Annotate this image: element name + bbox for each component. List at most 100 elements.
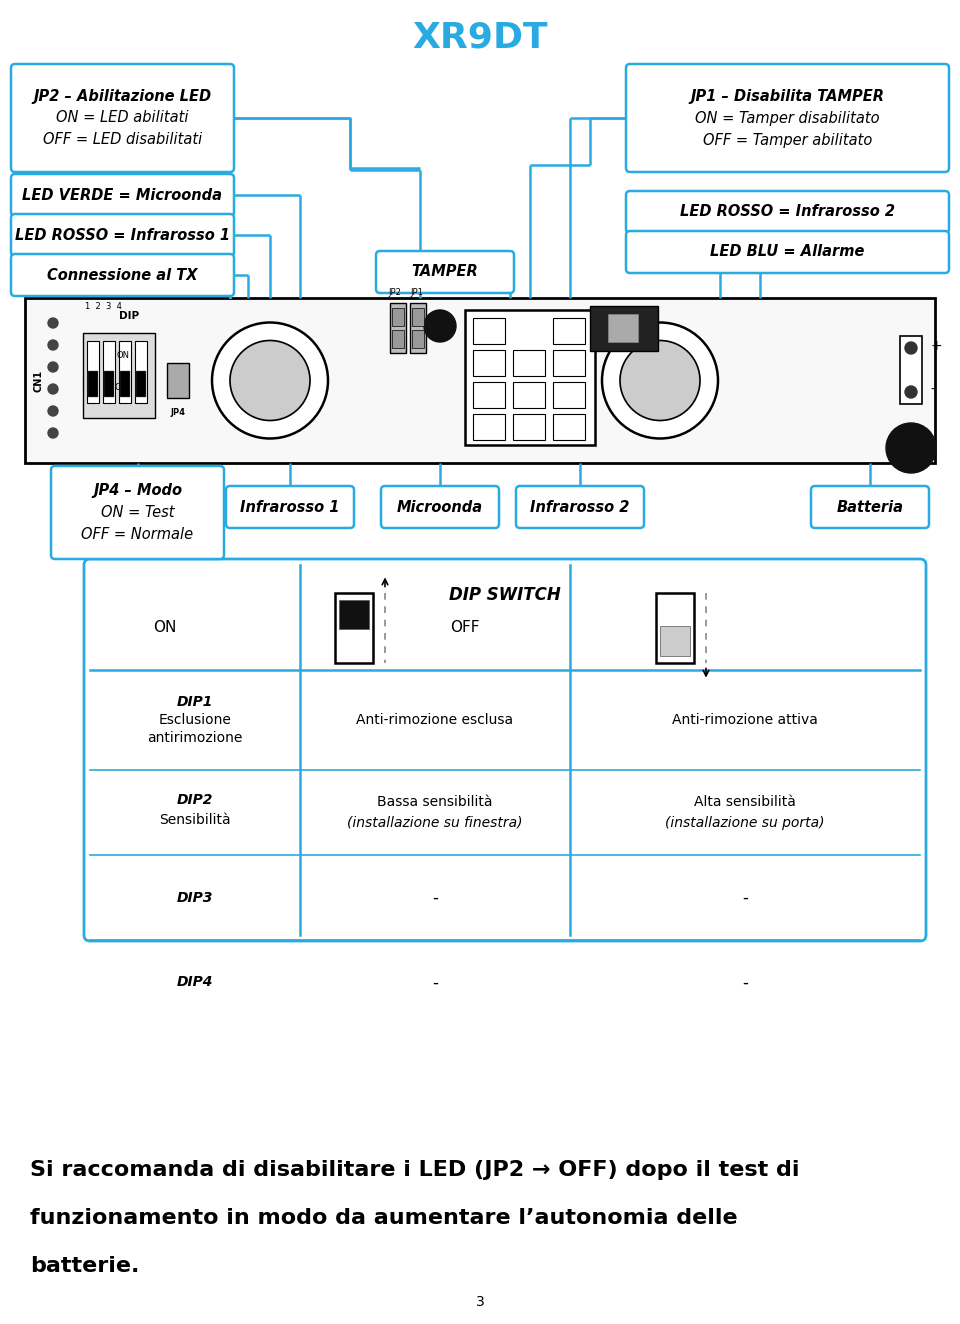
FancyBboxPatch shape [811, 486, 929, 528]
Circle shape [905, 387, 917, 399]
Text: LED ROSSO = Infrarosso 2: LED ROSSO = Infrarosso 2 [680, 204, 895, 220]
Text: -: - [930, 383, 935, 397]
Text: DIP3: DIP3 [177, 891, 213, 904]
FancyBboxPatch shape [513, 414, 545, 440]
Text: Esclusione: Esclusione [158, 714, 231, 727]
Text: +: + [930, 339, 942, 354]
FancyBboxPatch shape [412, 330, 424, 348]
Circle shape [48, 318, 58, 328]
FancyBboxPatch shape [412, 308, 424, 326]
FancyBboxPatch shape [87, 342, 99, 402]
FancyBboxPatch shape [25, 298, 935, 463]
FancyBboxPatch shape [381, 486, 499, 528]
Text: -: - [432, 973, 438, 992]
Text: CN1: CN1 [34, 369, 44, 392]
FancyBboxPatch shape [473, 350, 505, 376]
FancyBboxPatch shape [104, 371, 114, 397]
FancyBboxPatch shape [660, 626, 690, 655]
FancyBboxPatch shape [226, 486, 354, 528]
Text: (installazione su finestra): (installazione su finestra) [348, 816, 523, 830]
Text: LED VERDE = Microonda: LED VERDE = Microonda [22, 188, 223, 203]
Circle shape [230, 340, 310, 421]
FancyBboxPatch shape [553, 318, 585, 344]
FancyBboxPatch shape [136, 371, 146, 397]
Text: OFF: OFF [115, 384, 132, 392]
Text: JP1: JP1 [410, 289, 422, 297]
FancyBboxPatch shape [473, 383, 505, 408]
FancyBboxPatch shape [11, 173, 234, 216]
Circle shape [48, 428, 58, 438]
Text: DIP1: DIP1 [177, 695, 213, 708]
Circle shape [48, 384, 58, 395]
Text: LED BLU = Allarme: LED BLU = Allarme [710, 245, 865, 260]
Text: funzionamento in modo da aumentare l’autonomia delle: funzionamento in modo da aumentare l’aut… [30, 1207, 737, 1227]
Text: Connessione al TX: Connessione al TX [47, 267, 198, 282]
FancyBboxPatch shape [392, 308, 404, 326]
Text: DIP2: DIP2 [177, 793, 213, 808]
FancyBboxPatch shape [167, 363, 189, 399]
FancyBboxPatch shape [83, 334, 155, 418]
FancyBboxPatch shape [626, 64, 949, 172]
Text: -: - [742, 973, 748, 992]
Text: XR9DT: XR9DT [412, 21, 548, 56]
Text: JP4 – Modo: JP4 – Modo [93, 483, 182, 498]
Text: Anti-rimozione attiva: Anti-rimozione attiva [672, 714, 818, 727]
FancyBboxPatch shape [473, 318, 505, 344]
Text: DIP4: DIP4 [177, 976, 213, 989]
Text: Microonda: Microonda [396, 499, 483, 515]
Text: ON = Tamper disabilitato: ON = Tamper disabilitato [695, 110, 879, 126]
FancyBboxPatch shape [335, 593, 373, 662]
FancyBboxPatch shape [626, 230, 949, 273]
Text: OFF = Normale: OFF = Normale [82, 527, 194, 542]
FancyBboxPatch shape [516, 486, 644, 528]
Text: Anti-rimozione esclusa: Anti-rimozione esclusa [356, 714, 514, 727]
Text: batterie.: batterie. [30, 1256, 139, 1276]
FancyBboxPatch shape [900, 336, 922, 404]
Text: JP4: JP4 [171, 408, 185, 417]
FancyBboxPatch shape [119, 342, 131, 402]
Text: JP1 – Disabilita TAMPER: JP1 – Disabilita TAMPER [690, 89, 884, 103]
FancyBboxPatch shape [376, 252, 514, 293]
FancyBboxPatch shape [11, 214, 234, 256]
Circle shape [48, 340, 58, 350]
Text: TAMPER: TAMPER [412, 265, 478, 279]
Circle shape [424, 310, 456, 342]
Text: OFF: OFF [450, 620, 480, 636]
Text: (installazione su porta): (installazione su porta) [665, 816, 825, 830]
Text: Alta sensibilità: Alta sensibilità [694, 796, 796, 809]
Text: JP2 – Abilitazione LED: JP2 – Abilitazione LED [34, 89, 211, 103]
Text: antirimozione: antirimozione [147, 731, 243, 745]
Text: ON: ON [116, 351, 130, 360]
Text: -: - [742, 888, 748, 907]
Circle shape [886, 422, 936, 473]
Text: DIP: DIP [119, 311, 139, 320]
Text: Infrarosso 1: Infrarosso 1 [240, 499, 340, 515]
FancyBboxPatch shape [473, 414, 505, 440]
FancyBboxPatch shape [513, 350, 545, 376]
Text: Batteria: Batteria [836, 499, 903, 515]
Text: JP2: JP2 [388, 289, 401, 297]
Text: Bassa sensibilità: Bassa sensibilità [377, 796, 492, 809]
Text: ON = Test: ON = Test [101, 504, 175, 520]
FancyBboxPatch shape [553, 350, 585, 376]
Text: -: - [432, 888, 438, 907]
Circle shape [212, 323, 328, 438]
FancyBboxPatch shape [103, 342, 115, 402]
FancyBboxPatch shape [410, 303, 426, 354]
FancyBboxPatch shape [11, 64, 234, 172]
FancyBboxPatch shape [608, 314, 638, 342]
Circle shape [48, 361, 58, 372]
Circle shape [602, 323, 718, 438]
Text: DIP SWITCH: DIP SWITCH [449, 587, 561, 604]
Text: 1  2  3  4: 1 2 3 4 [85, 302, 122, 311]
Text: Si raccomanda di disabilitare i LED (JP2 → OFF) dopo il test di: Si raccomanda di disabilitare i LED (JP2… [30, 1160, 800, 1180]
Text: OFF = Tamper abilitato: OFF = Tamper abilitato [703, 132, 873, 147]
FancyBboxPatch shape [51, 466, 224, 559]
Circle shape [48, 406, 58, 416]
FancyBboxPatch shape [120, 371, 130, 397]
Text: 3: 3 [475, 1295, 485, 1309]
Text: OFF = LED disabilitati: OFF = LED disabilitati [43, 132, 203, 147]
Text: LED ROSSO = Infrarosso 1: LED ROSSO = Infrarosso 1 [15, 228, 230, 242]
FancyBboxPatch shape [392, 330, 404, 348]
FancyBboxPatch shape [553, 383, 585, 408]
